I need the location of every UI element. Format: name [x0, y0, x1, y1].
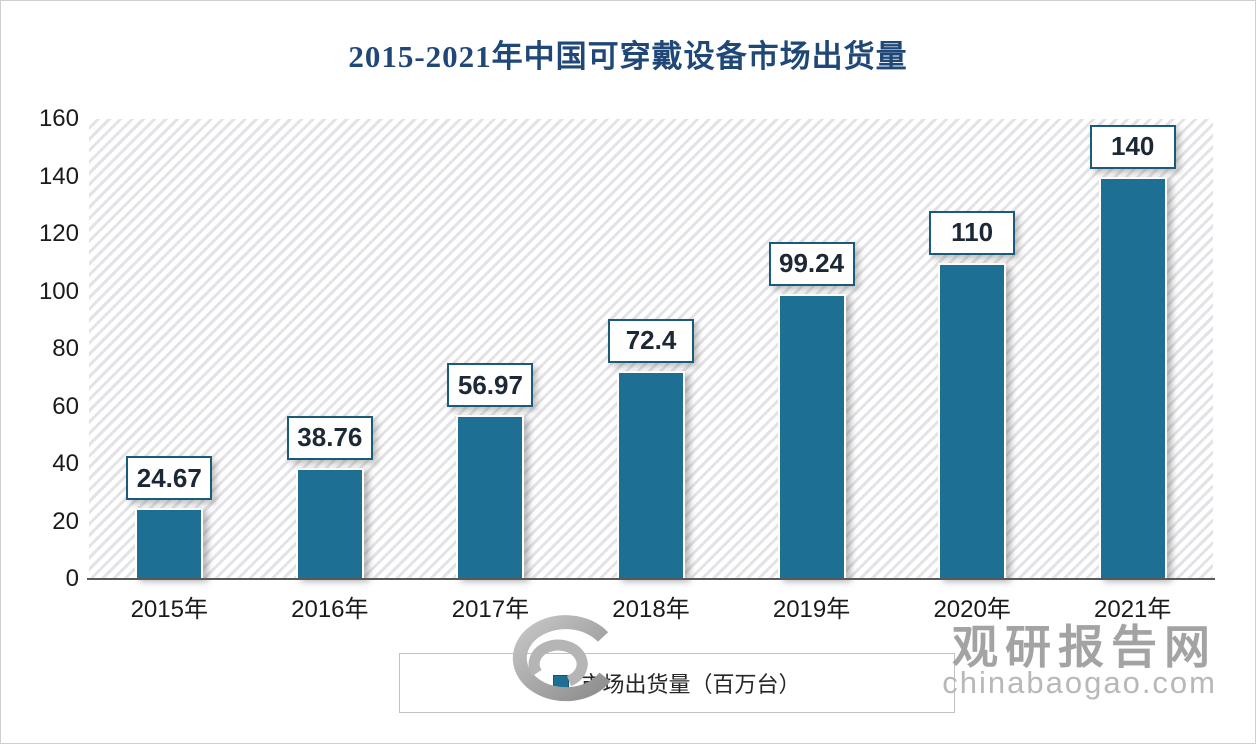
y-axis-label: 120	[38, 220, 79, 247]
x-axis-label: 2021年	[1094, 596, 1172, 623]
x-axis-label: 2018年	[612, 596, 690, 623]
bar-value-label: 110	[929, 210, 1016, 255]
bar-value-label: 140	[1089, 124, 1176, 169]
chart-title: 2015-2021年中国可穿戴设备市场出货量	[348, 39, 908, 74]
y-axis-label: 100	[38, 277, 79, 305]
x-axis-line	[87, 578, 1215, 580]
bar	[777, 293, 846, 579]
bar-value-label: 72.4	[608, 318, 694, 363]
x-axis-label: 2015年	[130, 596, 208, 623]
bar-value-label: 56.97	[447, 363, 534, 408]
x-axis-label: 2016年	[291, 596, 369, 623]
x-axis-label: 2017年	[451, 596, 530, 623]
legend-swatch-icon	[553, 675, 570, 691]
bar	[1098, 176, 1167, 579]
bar	[617, 370, 685, 579]
y-axis-label: 160	[38, 105, 79, 132]
watermark-site-url: chinabaogao.com	[942, 665, 1217, 700]
bar	[938, 262, 1007, 579]
bar-value-label: 38.76	[286, 415, 373, 460]
bar	[456, 415, 525, 579]
x-axis-label: 2019年	[772, 596, 851, 623]
bar-value-label: 24.67	[126, 456, 213, 501]
y-axis-label: 60	[52, 392, 79, 420]
y-axis-label: 20	[52, 507, 79, 535]
x-axis-label: 2020年	[933, 596, 1011, 623]
bar	[135, 508, 204, 579]
plot-area: 24.67 38.76 56.97 72.4 99.24 110 140	[89, 119, 1213, 579]
y-axis-label: 0	[65, 565, 79, 592]
y-axis-label: 140	[38, 162, 79, 190]
bar-value-label: 99.24	[768, 241, 855, 286]
y-axis-label: 40	[52, 450, 79, 477]
bar	[295, 467, 364, 579]
legend: 市场出货量（百万台）	[399, 653, 955, 713]
legend-label: 市场出货量（百万台）	[580, 672, 801, 697]
y-axis-label: 80	[52, 335, 79, 362]
